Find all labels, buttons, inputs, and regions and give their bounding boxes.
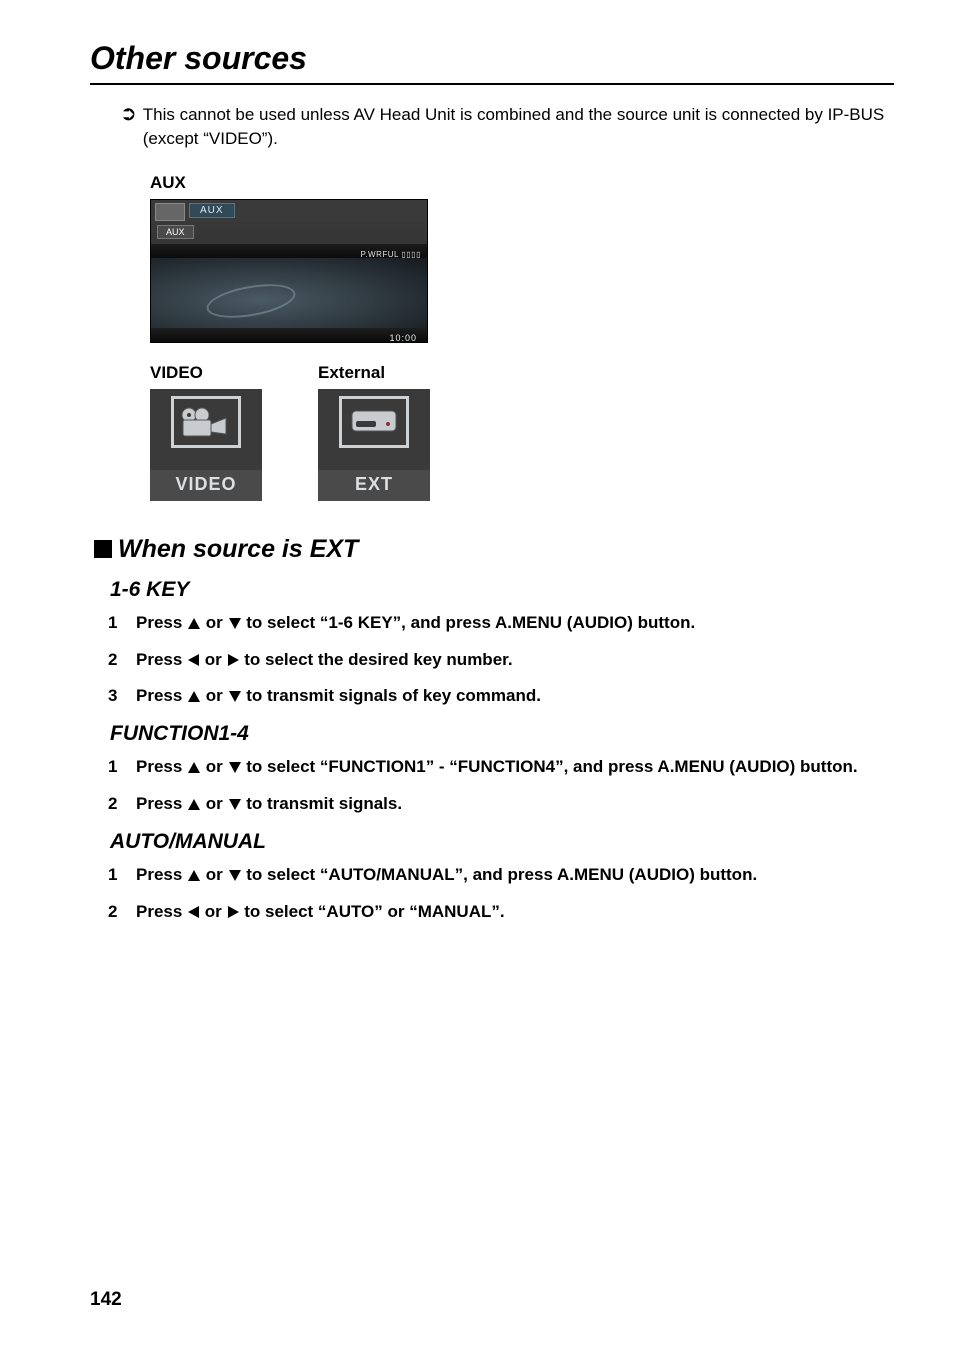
func-step-2: 2 Press or to transmit signals. bbox=[108, 793, 894, 816]
note-arrow-icon: ➲ bbox=[120, 103, 137, 125]
aux-bottom-bar: 10:00 bbox=[151, 328, 427, 342]
page-number: 142 bbox=[90, 1289, 122, 1311]
step-number: 3 bbox=[108, 685, 136, 708]
figures-block: AUX AUX AUX P.WRFUL ▯▯▯▯ 10:00 VIDEO bbox=[150, 173, 894, 501]
step-text: or bbox=[201, 686, 227, 705]
step-number: 2 bbox=[108, 901, 136, 924]
section-heading-ext: When source is EXT bbox=[94, 535, 894, 564]
right-arrow-icon bbox=[228, 654, 239, 666]
step-text: Press bbox=[136, 686, 187, 705]
video-figure: VIDEO VIDEO bbox=[150, 363, 262, 501]
aux-screenshot: AUX AUX P.WRFUL ▯▯▯▯ 10:00 bbox=[150, 199, 428, 343]
step-text: to select the desired key number. bbox=[240, 650, 513, 669]
step-number: 1 bbox=[108, 864, 136, 887]
external-figure-label: External bbox=[318, 363, 430, 383]
step-text: Press bbox=[136, 613, 187, 632]
step-text: or bbox=[201, 613, 227, 632]
step-text: to select “FUNCTION1” - “FUNCTION4”, and… bbox=[242, 757, 858, 776]
step-number: 2 bbox=[108, 793, 136, 816]
step-text: or bbox=[201, 794, 227, 813]
step-text: or bbox=[200, 902, 226, 921]
subheading-1-6-key: 1-6 KEY bbox=[110, 578, 894, 602]
up-arrow-icon bbox=[188, 618, 200, 629]
key16-step-3: 3 Press or to transmit signals of key co… bbox=[108, 685, 894, 708]
title-rule bbox=[90, 83, 894, 85]
video-chip: VIDEO bbox=[150, 389, 262, 501]
step-text: or bbox=[201, 865, 227, 884]
func-step-1: 1 Press or to select “FUNCTION1” - “FUNC… bbox=[108, 756, 894, 779]
aux-status-bar: P.WRFUL ▯▯▯▯ bbox=[151, 244, 427, 258]
step-text: to select “AUTO” or “MANUAL”. bbox=[240, 902, 505, 921]
up-arrow-icon bbox=[188, 870, 200, 881]
aux-figure-label: AUX bbox=[150, 173, 894, 193]
left-arrow-icon bbox=[188, 654, 199, 666]
auto-step-2: 2 Press or to select “AUTO” or “MANUAL”. bbox=[108, 901, 894, 924]
step-text: to transmit signals of key command. bbox=[242, 686, 541, 705]
subheading-function1-4: FUNCTION1-4 bbox=[110, 722, 894, 746]
step-text: Press bbox=[136, 650, 187, 669]
right-arrow-icon bbox=[228, 906, 239, 918]
down-arrow-icon bbox=[229, 799, 241, 810]
step-body: Press or to transmit signals. bbox=[136, 793, 894, 816]
step-number: 1 bbox=[108, 612, 136, 635]
aux-row2: AUX bbox=[151, 222, 427, 242]
step-body: Press or to select the desired key numbe… bbox=[136, 649, 894, 672]
step-text: Press bbox=[136, 757, 187, 776]
aux-illustration bbox=[151, 258, 427, 328]
left-arrow-icon bbox=[188, 906, 199, 918]
down-arrow-icon bbox=[229, 691, 241, 702]
figure-row: VIDEO VIDEO External bbox=[150, 363, 894, 501]
ext-icon-frame bbox=[339, 396, 409, 448]
gps-status-icon bbox=[155, 203, 185, 221]
step-text: or bbox=[201, 757, 227, 776]
step-text: Press bbox=[136, 794, 187, 813]
external-unit-icon bbox=[348, 405, 400, 439]
aux-pill: AUX bbox=[157, 225, 194, 239]
section-heading-text: When source is EXT bbox=[118, 535, 358, 564]
step-body: Press or to select “1-6 KEY”, and press … bbox=[136, 612, 894, 635]
square-bullet-icon bbox=[94, 540, 112, 558]
video-icon-frame bbox=[171, 396, 241, 448]
video-camera-icon bbox=[180, 404, 232, 440]
auto-step-1: 1 Press or to select “AUTO/MANUAL”, and … bbox=[108, 864, 894, 887]
down-arrow-icon bbox=[229, 762, 241, 773]
step-text: or bbox=[200, 650, 226, 669]
note-text: This cannot be used unless AV Head Unit … bbox=[143, 103, 894, 151]
step-text: to transmit signals. bbox=[242, 794, 403, 813]
up-arrow-icon bbox=[188, 691, 200, 702]
external-figure: External EXT bbox=[318, 363, 430, 501]
step-text: to select “1-6 KEY”, and press A.MENU (A… bbox=[242, 613, 696, 632]
step-text: to select “AUTO/MANUAL”, and press A.MEN… bbox=[242, 865, 758, 884]
down-arrow-icon bbox=[229, 870, 241, 881]
key16-step-2: 2 Press or to select the desired key num… bbox=[108, 649, 894, 672]
step-body: Press or to select “FUNCTION1” - “FUNCTI… bbox=[136, 756, 894, 779]
step-text: Press bbox=[136, 865, 187, 884]
step-body: Press or to select “AUTO” or “MANUAL”. bbox=[136, 901, 894, 924]
video-figure-label: VIDEO bbox=[150, 363, 262, 383]
key16-step-1: 1 Press or to select “1-6 KEY”, and pres… bbox=[108, 612, 894, 635]
note-row: ➲ This cannot be used unless AV Head Uni… bbox=[120, 103, 894, 151]
page-title: Other sources bbox=[90, 40, 894, 77]
aux-topbar: AUX bbox=[151, 200, 427, 222]
step-body: Press or to transmit signals of key comm… bbox=[136, 685, 894, 708]
up-arrow-icon bbox=[188, 799, 200, 810]
down-arrow-icon bbox=[229, 618, 241, 629]
video-chip-text: VIDEO bbox=[150, 470, 262, 501]
step-number: 1 bbox=[108, 756, 136, 779]
subheading-auto-manual: AUTO/MANUAL bbox=[110, 830, 894, 854]
step-body: Press or to select “AUTO/MANUAL”, and pr… bbox=[136, 864, 894, 887]
up-arrow-icon bbox=[188, 762, 200, 773]
ext-chip-text: EXT bbox=[318, 470, 430, 501]
aux-clock: 10:00 bbox=[389, 333, 417, 343]
ripple-icon bbox=[204, 278, 298, 323]
step-text: Press bbox=[136, 902, 187, 921]
aux-source-tab: AUX bbox=[189, 203, 235, 218]
step-number: 2 bbox=[108, 649, 136, 672]
ext-chip: EXT bbox=[318, 389, 430, 501]
